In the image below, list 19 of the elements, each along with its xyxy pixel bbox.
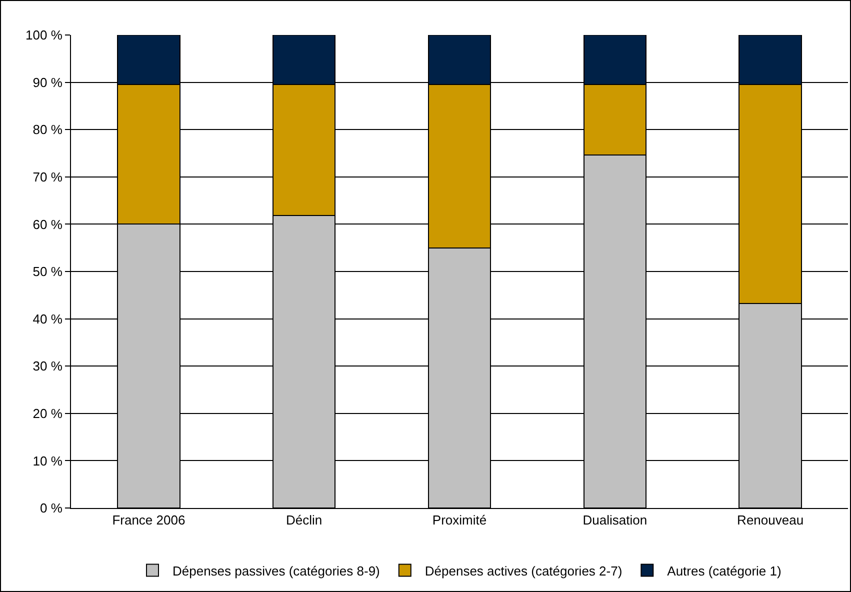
x-tick-label: Dualisation	[582, 512, 648, 528]
y-tick-label: 0 %	[40, 500, 63, 516]
y-tick-label: 20 %	[32, 406, 63, 421]
y-tick-label: 60 %	[32, 216, 63, 232]
x-tick-label: France 2006	[112, 512, 186, 528]
legend-label: Dépenses actives (catégories 2-7)	[424, 563, 622, 578]
legend-label: Autres (catégorie 1)	[667, 563, 782, 578]
y-tick-label: 30 %	[32, 358, 63, 374]
x-tick-label: Déclin	[286, 512, 322, 528]
x-tick-label: Renouveau	[737, 512, 804, 528]
y-tick-label: 80 %	[32, 122, 63, 138]
y-tick-label: 10 %	[32, 453, 63, 468]
y-tick-label: 40 %	[32, 311, 63, 326]
y-tick-label: 100 %	[26, 28, 63, 43]
y-tick-label: 70 %	[32, 169, 63, 184]
y-tick-label: 50 %	[32, 264, 63, 280]
y-tick-label: 90 %	[32, 74, 63, 90]
x-tick-label: Proximité	[432, 512, 487, 528]
legend-label: Dépenses passives (catégories 8-9)	[172, 563, 380, 578]
